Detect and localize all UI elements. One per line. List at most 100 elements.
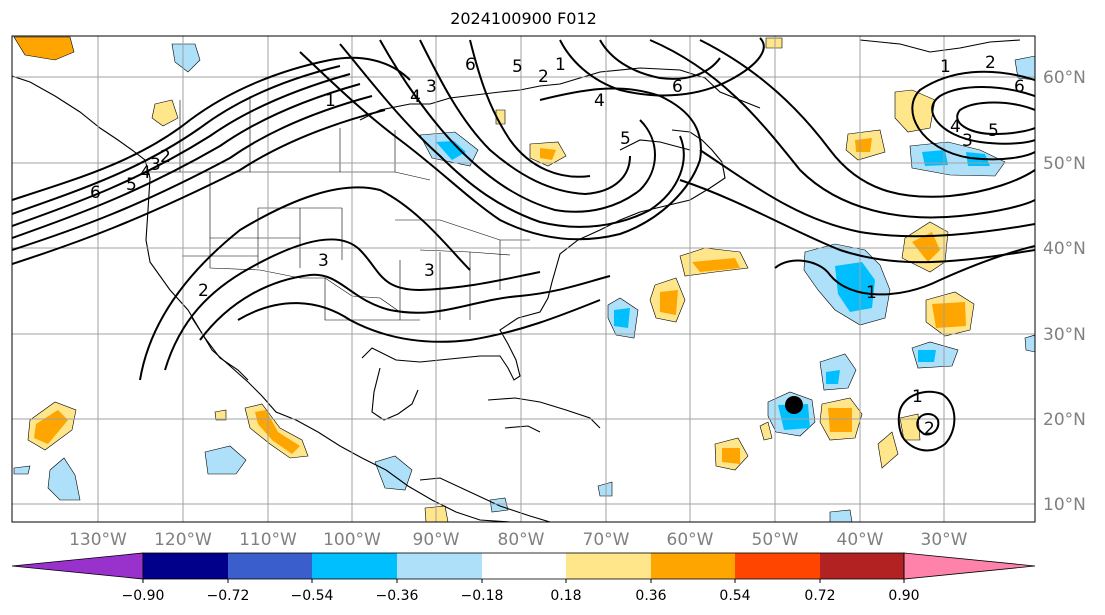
negative-anomaly-region: [171, 43, 201, 73]
colorbar-extend-high: [903, 552, 1036, 580]
coastline: [371, 367, 419, 421]
gridlines: [12, 36, 1035, 522]
negative-anomaly-region: [597, 481, 613, 497]
colorbar-segment: [228, 553, 312, 579]
latitude-label: 60°N: [1043, 68, 1086, 88]
contour-line: [419, 39, 631, 196]
negative-anomaly-region: [909, 141, 1006, 177]
negative-anomaly-region: [436, 141, 466, 160]
negative-anomaly-region: [826, 370, 840, 384]
contour-line: [559, 37, 765, 97]
contour-label: 5: [988, 121, 999, 141]
colorbar-tick-label: −0.18: [461, 588, 504, 604]
colorbar: [11, 552, 1036, 580]
positive-anomaly-region: [828, 408, 852, 432]
longitude-label: 80°W: [498, 530, 545, 550]
contour-line: [699, 149, 1035, 238]
contour-label: 6: [1014, 77, 1025, 97]
shaded-anomalies: [13, 36, 1035, 522]
negative-anomaly-region: [13, 465, 31, 475]
colorbar-frame: [142, 552, 905, 580]
contour-label: 4: [950, 117, 961, 137]
negative-anomaly-region: [829, 509, 853, 522]
contour-label: 3: [424, 261, 435, 281]
contour-label: 4: [140, 163, 151, 183]
map-frame: [11, 35, 1036, 523]
contour-line: [649, 39, 1035, 219]
colorbar-ticks: −0.90 −0.72 −0.54 −0.36 −0.18 0.18 0.36 …: [122, 579, 920, 604]
contour-line: [12, 109, 386, 265]
political-borders: [146, 96, 530, 321]
latitude-label: 20°N: [1043, 410, 1086, 430]
contour-line: [897, 390, 956, 452]
contour-label: 6: [672, 77, 683, 97]
negative-anomaly-region: [835, 262, 875, 312]
contour-label: 2: [538, 67, 549, 87]
colorbar-tick-label: −0.36: [376, 588, 419, 604]
colorbar-tick-label: 0.36: [635, 588, 666, 604]
map-title: 2024100900 F012: [450, 9, 597, 28]
colorbar-tick-label: −0.90: [122, 588, 165, 604]
border: [146, 171, 431, 181]
colorbar-segment: [566, 553, 651, 579]
contour-line: [679, 179, 1035, 264]
contour-line: [12, 83, 361, 239]
contour-line: [469, 39, 591, 178]
positive-anomaly-region: [899, 413, 921, 441]
negative-anomaly-region: [374, 455, 413, 491]
colorbar-tick-label: 0.72: [804, 588, 835, 604]
latitude-label: 50°N: [1043, 154, 1086, 174]
latitude-labels: 60°N 50°N 40°N 30°N 20°N 10°N: [1043, 68, 1086, 515]
contour-line: [911, 70, 1035, 161]
positive-anomaly-region: [692, 258, 740, 272]
contour-label: 3: [150, 155, 161, 175]
contour-line: [164, 238, 541, 371]
longitude-label: 70°W: [583, 530, 630, 550]
positive-anomaly-region: [932, 302, 966, 328]
contour-label: 3: [962, 131, 973, 151]
border: [182, 172, 343, 268]
border: [399, 240, 501, 320]
positive-anomaly-region: [214, 409, 227, 421]
contour-line: [699, 39, 1035, 198]
contour-label: 3: [426, 77, 437, 97]
contour-line: [774, 245, 1035, 296]
contour-line: [139, 186, 471, 381]
contour-line: [237, 299, 601, 343]
contour-label: 4: [594, 91, 605, 111]
contour-lines: [12, 37, 1035, 452]
coastline: [419, 477, 551, 522]
contour-line: [12, 56, 411, 201]
contour-label: 2: [985, 53, 996, 73]
positive-anomaly-region: [660, 290, 678, 315]
coastline: [619, 139, 691, 151]
negative-anomaly-region: [1024, 334, 1035, 353]
negative-anomaly-region: [47, 457, 81, 501]
contour-label: 6: [90, 183, 101, 203]
longitude-label: 50°W: [752, 530, 799, 550]
border: [179, 96, 251, 172]
contour-label: 3: [318, 251, 329, 271]
contour-label-group: 6 5 4 3 2 1 6 5 4 3 2 1 3 3 2 1 1 2 6 5 …: [90, 53, 1025, 439]
colorbar-segment: [397, 553, 482, 579]
contour-label: 5: [620, 129, 631, 149]
latitude-label: 10°N: [1043, 495, 1086, 515]
negative-anomaly-region: [918, 350, 936, 362]
contour-label: 2: [924, 419, 935, 439]
contour-label: 2: [160, 147, 171, 167]
colorbar-segment: [312, 553, 397, 579]
colorbar-tick-label: 0.54: [719, 588, 750, 604]
colorbar-segment: [820, 553, 904, 579]
contour-label: 1: [555, 55, 566, 75]
contour-label: 4: [410, 87, 421, 107]
colorbar-tick-label: −0.72: [207, 588, 250, 604]
longitude-label: 110°W: [239, 530, 297, 550]
colorbar-segment: [651, 553, 735, 579]
longitude-labels: 130°W 120°W 110°W 100°W 90°W 80°W 70°W 6…: [69, 530, 968, 550]
contour-label: 5: [512, 57, 523, 77]
negative-anomaly-region: [614, 308, 630, 328]
positive-anomaly-region: [151, 99, 179, 127]
coastlines: [12, 39, 1021, 522]
longitude-label: 130°W: [69, 530, 127, 550]
contour-label: 1: [866, 283, 877, 303]
